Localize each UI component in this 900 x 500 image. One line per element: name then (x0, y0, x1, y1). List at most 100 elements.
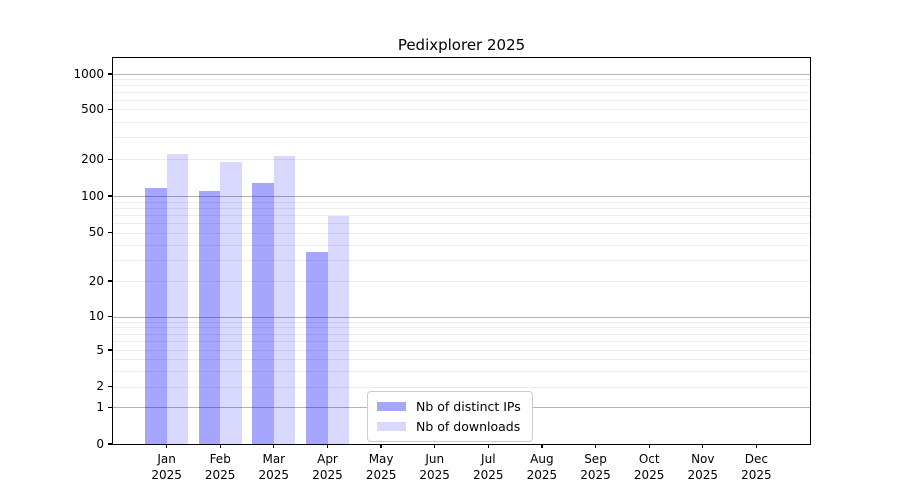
x-tick-label-apr: Apr 2025 (296, 451, 360, 483)
year-label: 2025 (419, 468, 450, 482)
x-tick-oct (648, 444, 650, 448)
legend: Nb of distinct IPs Nb of downloads (367, 391, 533, 442)
gridline-y-200 (113, 159, 810, 161)
y-tick-label-2: 2 (96, 379, 104, 394)
y-tick-2 (108, 386, 113, 388)
year-label: 2025 (204, 468, 236, 482)
gridline-y-30 (113, 259, 810, 261)
gridline-y-20 (113, 281, 810, 282)
gridline-y-800 (113, 85, 810, 87)
year-label: 2025 (687, 468, 719, 482)
gridline-y-8 (113, 327, 810, 329)
year-label: 2025 (151, 468, 182, 482)
gridline-y-600 (113, 100, 810, 101)
year-label: 2025 (741, 468, 772, 482)
bar-distinct-ips-apr (306, 251, 328, 444)
x-tick-may (380, 444, 382, 448)
x-tick-jun (434, 444, 436, 448)
gridline-y-9 (113, 321, 810, 323)
x-tick-jan (165, 444, 168, 448)
legend-row: Nb of distinct IPs (377, 399, 521, 414)
gridline-y-10 (113, 316, 810, 318)
gridline-y-5 (113, 350, 810, 351)
y-tick-label-100: 100 (81, 188, 104, 203)
y-tick-50 (108, 232, 113, 234)
legend-swatch (377, 402, 406, 411)
month-label: May (368, 452, 394, 466)
bar-distinct-ips-mar (252, 183, 274, 444)
gridline-y-700 (113, 92, 810, 94)
month-label: Aug (530, 452, 554, 466)
month-label: Jun (425, 452, 445, 466)
gridline-y-7 (113, 333, 810, 335)
gridline-y-80 (113, 207, 810, 209)
x-tick-label-aug: Aug 2025 (510, 451, 574, 483)
year-label: 2025 (633, 468, 665, 482)
x-tick-feb (219, 444, 221, 448)
x-tick-label-jul: Jul 2025 (456, 451, 520, 483)
x-tick-nov (702, 444, 704, 448)
month-label: Jul (481, 452, 496, 466)
gridline-y-50 (113, 232, 810, 234)
gridline-y-2 (113, 386, 810, 388)
gridline-y-500 (113, 109, 810, 111)
plot-area: Nb of distinct IPs Nb of downloads 0 1 2 5 1… (73, 57, 811, 482)
year-label: 2025 (473, 468, 504, 482)
month-label: Dec (744, 452, 768, 466)
month-label: Sep (584, 452, 607, 466)
x-tick-label-feb: Feb 2025 (188, 451, 252, 483)
gridline-y-300 (113, 137, 810, 139)
y-tick-500 (108, 108, 113, 110)
chart-title: Pedixplorer 2025 (397, 36, 526, 54)
x-tick-label-may: May 2025 (349, 451, 413, 483)
gridline-y-70 (113, 214, 810, 216)
x-tick-sep (594, 444, 597, 448)
gridline-y-3 (113, 370, 810, 372)
year-label: 2025 (580, 468, 611, 482)
year-label: 2025 (365, 468, 397, 482)
year-label: 2025 (312, 468, 343, 482)
gridline-y-4 (113, 358, 810, 360)
x-tick-label-oct: Oct 2025 (617, 451, 681, 483)
y-tick-0 (108, 443, 113, 445)
month-label: Jan (157, 452, 176, 466)
gridline-y-400 (113, 121, 810, 123)
x-tick-aug (541, 444, 543, 448)
y-tick-1000 (108, 73, 113, 75)
legend-label: Nb of downloads (416, 419, 521, 434)
y-tick-20 (108, 280, 113, 282)
x-tick-label-mar: Mar 2025 (242, 451, 306, 483)
gridline-y-6 (113, 341, 810, 343)
year-label: 2025 (526, 468, 558, 482)
month-label: Oct (638, 452, 660, 466)
x-tick-label-jan: Jan 2025 (135, 451, 199, 483)
gridline-y-1000 (113, 74, 810, 75)
month-label: Feb (209, 452, 231, 466)
gridline-y-900 (113, 79, 810, 81)
x-tick-label-dec: Dec 2025 (724, 451, 788, 483)
gridline-y-90 (113, 201, 810, 203)
bar-distinct-ips-jan (145, 187, 167, 444)
y-tick-1 (108, 406, 113, 408)
x-tick-mar (273, 444, 275, 448)
y-tick-label-5: 5 (96, 342, 104, 357)
y-tick-label-10: 10 (88, 309, 104, 323)
bar-downloads-apr (327, 216, 349, 444)
y-tick-5 (108, 349, 113, 351)
legend-row: Nb of downloads (377, 419, 521, 434)
gridline-y-40 (113, 244, 810, 246)
month-label: Nov (691, 452, 715, 466)
legend-swatch (377, 422, 406, 431)
y-tick-label-200: 200 (81, 151, 104, 166)
x-tick-label-sep: Sep 2025 (564, 451, 628, 483)
y-tick-label-500: 500 (81, 101, 104, 116)
y-tick-100 (108, 195, 113, 197)
month-label: Mar (262, 452, 286, 466)
x-tick-dec (755, 444, 758, 448)
x-tick-label-nov: Nov 2025 (671, 451, 735, 483)
y-tick-10 (108, 315, 113, 318)
y-tick-label-0: 0 (96, 436, 104, 451)
y-tick-label-1000: 1000 (73, 66, 104, 81)
bar-downloads-feb (220, 162, 242, 444)
year-label: 2025 (258, 468, 290, 482)
